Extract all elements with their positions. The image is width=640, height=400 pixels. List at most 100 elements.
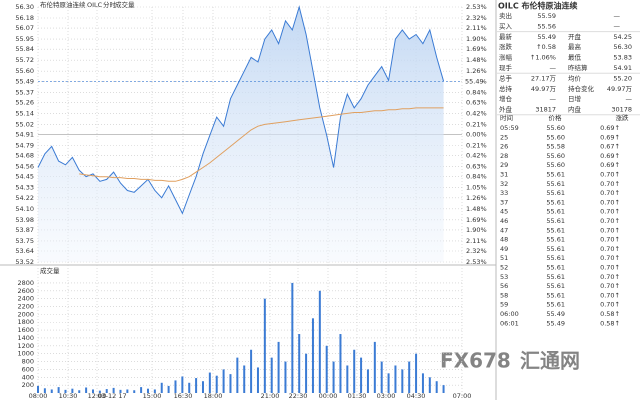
watermark-logo: FX678 [440,349,511,373]
trade-cell: 46 [500,217,508,225]
quote-value: 49.97万 [607,85,633,93]
y-tick-label: 55.72 [15,56,34,64]
trade-cell: 0.70↑ [600,282,620,290]
last-price-tag [463,77,483,86]
volume-bar [98,390,101,393]
y-tick-label: 53.52 [15,258,34,266]
volume-bar [415,353,418,393]
trade-cell: 26 [500,143,508,151]
volume-bar [167,385,170,393]
trade-cell: 0.69↑ [600,124,620,132]
time-label: 16:30 [174,392,193,400]
quote-value: ↑1.06% [530,54,556,62]
volume-bar [401,369,404,393]
trade-cell: 0.70↑ [600,189,620,197]
quote-label: 买入 [499,22,513,30]
y-tick-label: 54.68 [15,152,34,160]
time-label: 03:00 [377,392,396,400]
time-label: 22:30 [289,392,308,400]
quote-label: 外盘 [499,105,513,114]
volume-tick-label: 800 [22,358,34,366]
volume-bar [215,375,218,393]
pct-label: 2.11% [466,24,487,32]
trade-cell: 55.60 [546,161,565,169]
pct-label: 1.26% [466,194,487,202]
volume-bar [277,341,280,393]
y-tick-label: 53.75 [15,237,34,245]
quote-value: — [550,64,557,72]
volume-bar [208,372,211,393]
volume-bar [195,378,198,393]
trade-cell: 05:59 [500,124,519,132]
pct-label: 0.84% [466,88,487,96]
volume-bar [236,357,239,393]
trade-cell: 59 [500,301,508,309]
trade-header: 价格 [549,113,563,122]
trade-cell: 55.61 [546,245,565,253]
trade-cell: 0.70↑ [600,236,620,244]
y-tick-label: 54.56 [15,163,34,171]
trade-cell: 55.60 [546,152,565,160]
time-label: 08:00 [29,392,48,400]
y-tick-label: 55.14 [15,109,34,117]
trade-cell: 45 [500,208,508,216]
watermark-cn: 汇通网 [520,349,580,373]
trade-cell: 0.70↑ [600,245,620,253]
time-label: 12:00 [88,392,107,400]
trade-cell: 55.61 [546,217,565,225]
volume-tick-label: 1200 [17,342,34,350]
time-label: 01:30 [348,392,367,400]
trade-cell: 53 [500,273,508,281]
volume-bar [50,389,53,393]
quote-label: 涨幅 [499,53,513,62]
quote-label: 开盘 [568,32,582,41]
pct-label: 0.00% [466,131,487,139]
volume-bar [146,388,149,393]
y-tick-label: 55.26 [15,98,34,106]
time-label: 10:30 [59,392,78,400]
volume-bar [387,373,390,393]
volume-bar [119,389,122,393]
trade-cell: 58 [500,291,508,299]
volume-tick-label: 1800 [17,318,34,326]
volume-bar [140,387,143,393]
trade-cell: 0.70↑ [600,198,620,206]
trade-cell: 0.70↑ [600,301,620,309]
trade-cell: 52 [500,264,508,272]
trade-cell: 0.70↑ [600,291,620,299]
pct-label: 0.42% [466,109,487,117]
trade-cell: 55.61 [546,171,565,179]
volume-bar [112,387,115,393]
volume-bar [428,377,431,393]
trade-cell: 55.49 [546,319,565,327]
trade-cell: 55.61 [546,198,565,206]
volume-bar [243,365,246,393]
volume-bar [153,389,156,393]
quote-value: — [614,12,621,20]
pct-label: 0.21% [466,120,487,128]
last-price-label: 55.49 [465,77,484,85]
pct-label: 2.53% [466,258,487,266]
trade-cell: 55.61 [546,189,565,197]
volume-bar [222,369,225,393]
volume-bar [325,345,328,393]
y-tick-label: 54.33 [15,184,34,192]
quote-label: 日增 [568,94,581,103]
y-tick-label: 55.02 [15,120,34,128]
trade-cell: 06:01 [500,319,519,327]
volume-bar [263,298,266,393]
quote-label: 昨结算 [568,63,588,72]
pct-label: 1.90% [466,226,487,234]
volume-bar [353,349,356,393]
panel-title: OILC 布伦特原油连续 [498,1,578,11]
volume-bar [366,369,369,393]
y-tick-label: 55.60 [15,67,34,75]
time-label: 21:00 [261,392,280,400]
trade-header: 涨跌 [616,113,630,122]
trade-cell: 55.61 [546,254,565,262]
pct-label: 2.11% [466,237,487,245]
trade-cell: 48 [500,236,508,244]
volume-bar [57,387,60,393]
price-line [37,5,445,215]
